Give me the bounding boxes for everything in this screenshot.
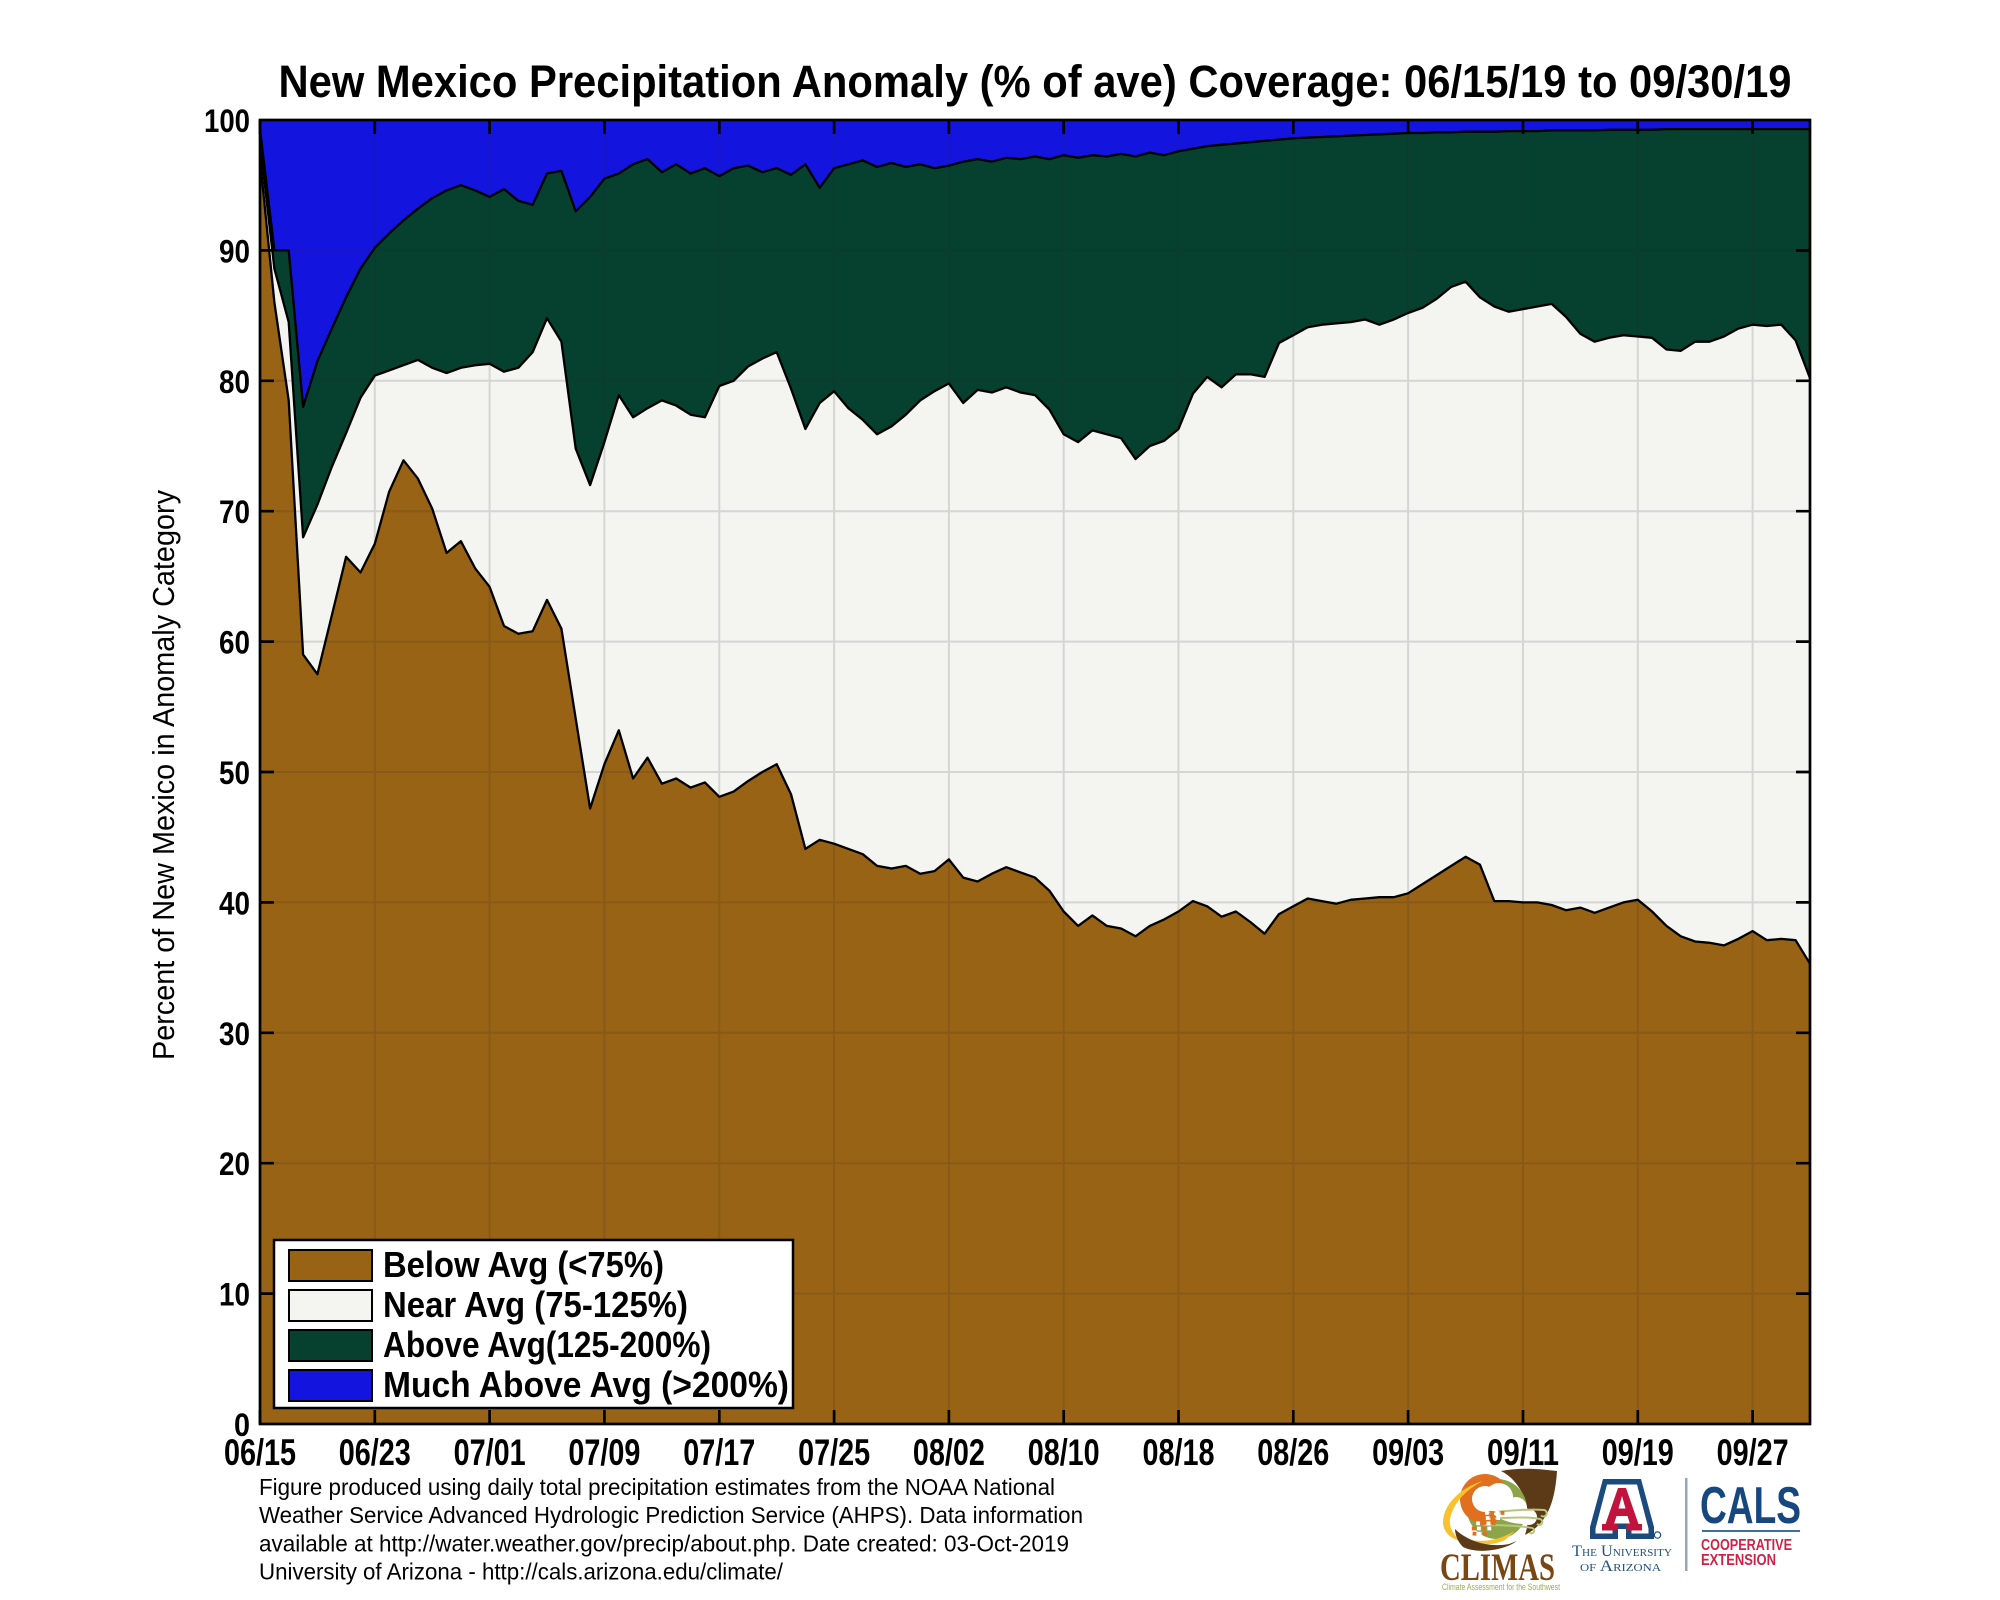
svg-text:0: 0 (234, 1407, 250, 1443)
svg-text:08/18: 08/18 (1143, 1432, 1215, 1473)
svg-text:09/03: 09/03 (1372, 1432, 1444, 1473)
svg-text:University of Arizona - http:/: University of Arizona - http://cals.ariz… (259, 1559, 783, 1585)
svg-text:Weather Service Advanced Hydro: Weather Service Advanced Hydrologic Pred… (259, 1502, 1083, 1528)
svg-text:09/19: 09/19 (1602, 1432, 1674, 1473)
svg-text:08/10: 08/10 (1028, 1432, 1100, 1473)
svg-text:Figure produced using daily to: Figure produced using daily total precip… (259, 1474, 1055, 1500)
svg-text:Below Avg (<75%): Below Avg (<75%) (383, 1244, 664, 1285)
svg-text:New Mexico Precipitation Anoma: New Mexico Precipitation Anomaly (% of a… (279, 56, 1792, 107)
svg-text:Above Avg(125-200%): Above Avg(125-200%) (383, 1324, 711, 1365)
svg-text:90: 90 (219, 233, 250, 269)
svg-text:06/15: 06/15 (224, 1432, 296, 1473)
svg-text:06/23: 06/23 (339, 1432, 411, 1473)
svg-text:08/26: 08/26 (1257, 1432, 1329, 1473)
svg-text:available at http://water.weat: available at http://water.weather.gov/pr… (259, 1530, 1069, 1556)
svg-text:CLIMAS: CLIMAS (1440, 1546, 1555, 1589)
svg-text:07/01: 07/01 (454, 1432, 526, 1473)
svg-text:Much Above Avg (>200%): Much Above Avg (>200%) (383, 1364, 789, 1405)
svg-text:07/17: 07/17 (683, 1432, 755, 1473)
svg-text:09/11: 09/11 (1487, 1432, 1559, 1473)
svg-text:EXTENSION: EXTENSION (1701, 1552, 1776, 1569)
svg-text:09/27: 09/27 (1717, 1432, 1789, 1473)
svg-text:40: 40 (219, 885, 250, 921)
svg-text:Percent of New Mexico in Anoma: Percent of New Mexico in Anomaly Categor… (146, 490, 181, 1060)
svg-text:07/09: 07/09 (568, 1432, 640, 1473)
svg-text:Near Avg (75-125%): Near Avg (75-125%) (383, 1284, 688, 1325)
svg-text:Climate Assessment for the Sou: Climate Assessment for the Southwest (1442, 1582, 1560, 1592)
svg-text:100: 100 (204, 103, 250, 139)
svg-text:20: 20 (219, 1146, 250, 1182)
svg-text:60: 60 (219, 625, 250, 661)
svg-text:08/02: 08/02 (913, 1432, 985, 1473)
svg-text:30: 30 (219, 1016, 250, 1052)
svg-text:80: 80 (219, 364, 250, 400)
svg-text:70: 70 (219, 494, 250, 530)
svg-text:The University: The University (1572, 1543, 1672, 1560)
svg-text:50: 50 (219, 755, 250, 791)
svg-text:CALS: CALS (1700, 1477, 1801, 1535)
svg-text:10: 10 (219, 1277, 250, 1313)
svg-text:COOPERATIVE: COOPERATIVE (1701, 1537, 1792, 1554)
svg-text:of Arizona: of Arizona (1580, 1558, 1661, 1575)
svg-text:07/25: 07/25 (798, 1432, 870, 1473)
